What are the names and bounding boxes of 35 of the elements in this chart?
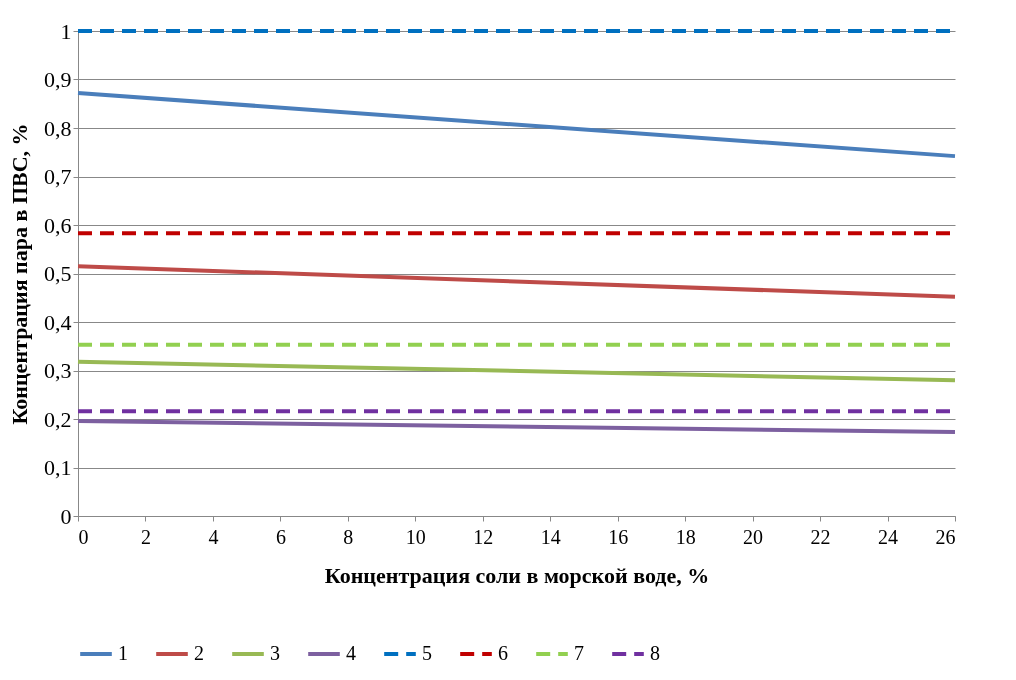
y-tick-label: 0,7 — [44, 164, 72, 189]
legend-label: 8 — [650, 642, 660, 664]
legend-label: 2 — [194, 642, 204, 664]
legend-label: 1 — [118, 642, 128, 664]
x-tick-label: 16 — [608, 525, 629, 548]
y-tick-label: 0,2 — [44, 406, 72, 432]
y-tick-label: 0,4 — [44, 309, 72, 335]
x-tick-label: 2 — [140, 525, 151, 548]
y-tick-label: 0,9 — [44, 67, 72, 92]
y-tick-label: 0,8 — [44, 115, 72, 141]
x-tick-label: 24 — [878, 525, 899, 548]
legend-label: 4 — [346, 642, 356, 664]
legend-label: 3 — [270, 642, 280, 664]
x-axis-title: Концентрация соли в морской воде, % — [324, 562, 710, 588]
y-axis-title: Концентрация пара в ПВС, % — [7, 123, 32, 425]
x-tick-label: 6 — [275, 525, 286, 548]
x-tick-label: 8 — [343, 525, 354, 548]
x-tick-label: 18 — [675, 525, 696, 548]
x-tick-label: 10 — [405, 525, 426, 548]
y-tick-label: 0,1 — [44, 455, 72, 480]
y-tick-label: 0 — [60, 503, 72, 529]
y-tick-label: 1 — [60, 18, 72, 44]
y-tick-label: 0,6 — [44, 212, 72, 238]
y-tick-label: 0,5 — [44, 261, 72, 286]
x-tick-label: 4 — [208, 525, 219, 548]
x-tick-label: 20 — [743, 525, 764, 548]
legend-label: 6 — [498, 642, 508, 664]
x-tick-label: 22 — [810, 525, 831, 548]
legend-label: 7 — [574, 642, 584, 664]
x-tick-label: 0 — [78, 525, 89, 548]
x-tick-label: 14 — [540, 525, 561, 548]
legend-label: 5 — [422, 642, 432, 664]
y-tick-label: 0,3 — [44, 358, 72, 383]
x-tick-label: 26 — [935, 525, 956, 548]
x-tick-label: 12 — [473, 525, 494, 548]
